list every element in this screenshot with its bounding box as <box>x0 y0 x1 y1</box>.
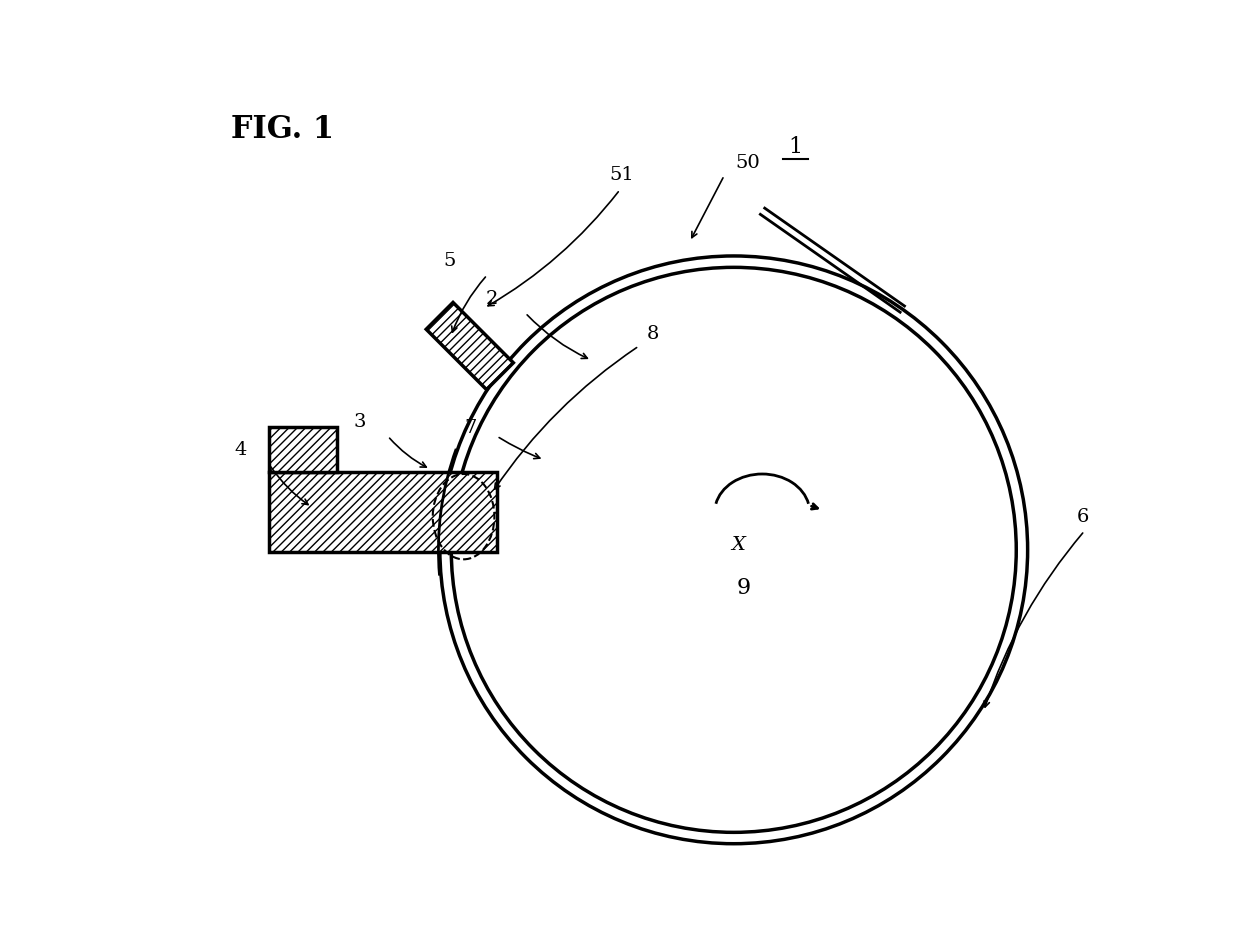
Bar <box>269 472 497 552</box>
Text: 9: 9 <box>737 576 750 599</box>
Text: 7: 7 <box>464 420 476 437</box>
Text: 5: 5 <box>443 252 455 269</box>
Bar <box>269 428 337 471</box>
Text: 6: 6 <box>1076 508 1089 525</box>
Text: FIG. 1: FIG. 1 <box>232 114 335 145</box>
Text: 2: 2 <box>486 290 498 307</box>
Text: X: X <box>732 537 745 554</box>
Circle shape <box>451 267 1017 832</box>
Text: 1: 1 <box>789 136 802 158</box>
Text: 50: 50 <box>735 155 760 172</box>
Text: 8: 8 <box>647 325 660 342</box>
Text: 51: 51 <box>610 167 635 184</box>
Bar <box>427 302 513 390</box>
Text: 3: 3 <box>353 413 366 430</box>
Text: 4: 4 <box>234 442 247 459</box>
